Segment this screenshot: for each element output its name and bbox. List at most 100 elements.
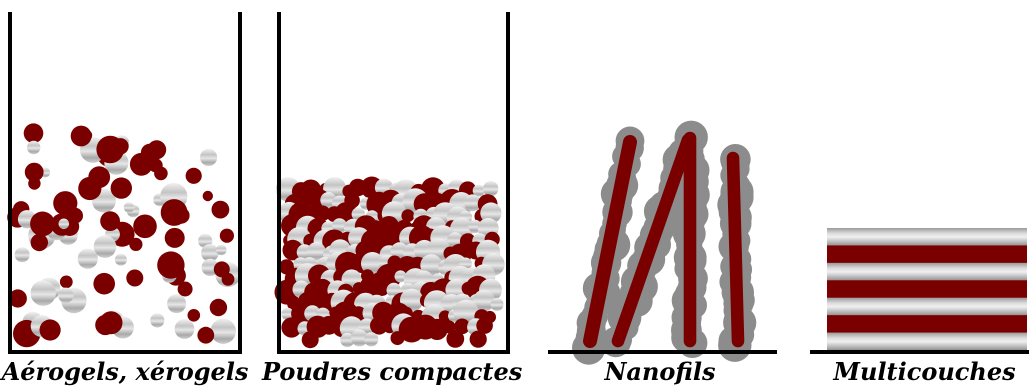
silver-particle — [473, 289, 495, 312]
silver-particle — [93, 235, 117, 258]
dark-particle — [469, 330, 487, 348]
dark-particle — [185, 167, 202, 184]
poudres-container — [277, 12, 510, 354]
silver-particle — [58, 287, 74, 303]
dark-particle — [59, 275, 73, 289]
aerogels-panel — [7, 12, 242, 354]
silver-particle — [77, 248, 98, 269]
dark-particle — [78, 176, 102, 201]
dark-particle — [438, 310, 452, 323]
nanowire-core — [611, 133, 695, 348]
dark-layer — [827, 245, 1027, 264]
dark-particle — [370, 316, 388, 335]
caption-aerogels: Aérogels, xérogels — [1, 357, 249, 386]
silver-layer — [827, 228, 1027, 246]
poudres-panel — [274, 12, 510, 354]
dark-particle — [177, 281, 193, 297]
silver-particle — [394, 270, 407, 283]
silver-particle — [150, 313, 165, 328]
dark-particle — [23, 123, 44, 143]
dark-particle — [213, 261, 230, 278]
caption-multicouches: Multicouches — [833, 357, 1016, 386]
dark-particle — [313, 278, 333, 298]
dark-particle — [187, 309, 201, 322]
nanowire-core — [583, 135, 637, 348]
dark-particle — [28, 177, 41, 190]
dark-particle — [160, 199, 188, 226]
silver-particle — [307, 242, 326, 261]
dark-particle — [197, 326, 215, 344]
dark-particle — [209, 298, 228, 317]
dark-particle — [93, 272, 115, 295]
multilayer-stack — [827, 228, 1027, 351]
dark-particle — [401, 209, 415, 223]
silver-particle — [200, 148, 218, 166]
silver-particle — [123, 202, 135, 213]
silver-particle — [364, 332, 379, 347]
dark-particle — [375, 282, 390, 296]
dark-particle — [454, 318, 470, 335]
dark-particle — [281, 317, 302, 338]
silver-particle — [210, 318, 236, 344]
dark-particle — [24, 162, 44, 182]
silver-particle — [14, 247, 30, 263]
dark-layer — [827, 315, 1027, 334]
dark-particle — [67, 207, 83, 224]
silver-particle — [472, 184, 485, 197]
dark-particle — [442, 320, 456, 334]
dark-particle — [446, 330, 465, 348]
dark-particle — [96, 135, 124, 164]
nanowire-core — [726, 151, 745, 348]
dark-particle — [81, 129, 93, 141]
dark-particle — [8, 289, 27, 308]
dark-particle — [154, 166, 168, 181]
nanofils-panel — [548, 120, 777, 365]
silver-particle — [167, 294, 187, 314]
silver-particle — [464, 194, 481, 212]
silver-particle — [350, 329, 368, 347]
dark-particle — [157, 251, 185, 279]
dark-particle — [426, 318, 448, 340]
caption-poudres: Poudres compactes — [262, 357, 523, 386]
dark-particle — [126, 269, 144, 287]
silver-particle — [216, 244, 227, 256]
dark-particle — [133, 214, 157, 239]
silver-particle — [332, 218, 347, 234]
dark-layer — [827, 280, 1027, 299]
aerogels-container — [8, 12, 242, 354]
dark-particle — [390, 331, 405, 346]
dark-particle — [164, 227, 185, 248]
dark-particle — [129, 237, 143, 251]
silver-particle — [490, 297, 504, 311]
poudres-particles — [274, 176, 505, 349]
dark-particle — [315, 205, 331, 221]
dark-particle — [301, 331, 319, 349]
dark-particle — [30, 211, 55, 237]
dark-particle — [211, 200, 230, 219]
silver-particle — [361, 252, 384, 275]
dark-particle — [110, 177, 132, 199]
dark-particle — [202, 190, 213, 202]
dark-particle — [219, 228, 234, 243]
silver-layer — [827, 297, 1027, 316]
dark-particle — [39, 319, 61, 341]
silver-particle — [58, 218, 70, 230]
silver-particle — [174, 319, 195, 339]
silver-particle — [483, 181, 499, 197]
silver-layer — [827, 262, 1027, 281]
nanowire-cores — [583, 131, 745, 348]
silver-particle — [281, 307, 294, 321]
multicouches-panel — [810, 228, 1029, 354]
silver-particle — [27, 140, 41, 155]
dark-particle — [129, 152, 153, 176]
silver-layer — [827, 332, 1027, 351]
silver-particle — [453, 299, 479, 326]
silver-particle — [114, 253, 127, 266]
dark-particle — [30, 233, 48, 252]
silver-particle — [30, 280, 56, 306]
dark-particle — [476, 317, 493, 334]
dark-particle — [95, 314, 116, 336]
silver-particle — [201, 244, 219, 262]
caption-nanofils: Nanofils — [604, 357, 716, 386]
